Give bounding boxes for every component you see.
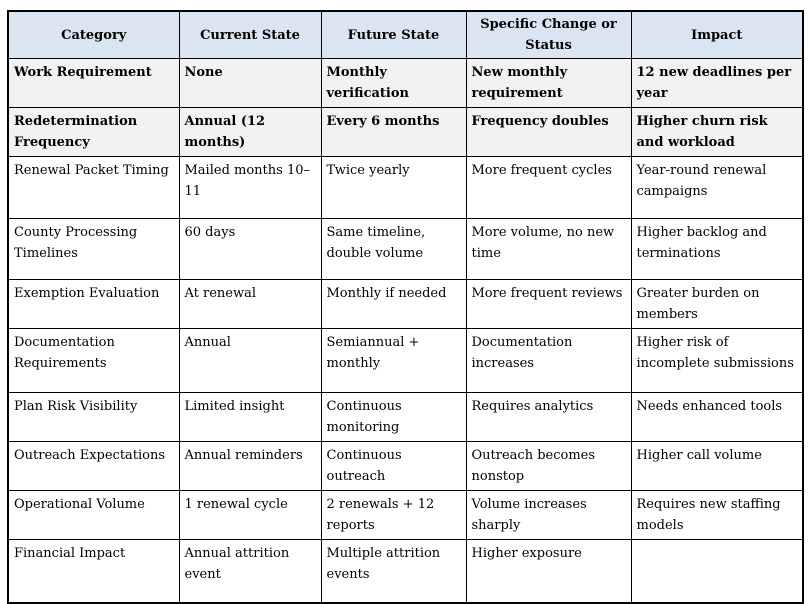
cell-current-state: 60 days	[178, 218, 322, 280]
cell-category: Plan Risk Visibility	[7, 392, 180, 442]
cell-category: Outreach Expectations	[7, 441, 180, 491]
cell-category: Redetermination Frequency	[7, 107, 180, 157]
cell-specific-change: More frequent reviews	[465, 279, 632, 329]
cell-category: Work Requirement	[7, 58, 180, 108]
cell-specific-change: New monthly requirement	[465, 58, 632, 108]
table-row-renewal-packet-timing: Renewal Packet Timing Mailed months 10–1…	[7, 156, 804, 219]
cell-category: Operational Volume	[7, 490, 180, 540]
table-row-redetermination-frequency: Redetermination Frequency Annual (12 mon…	[7, 107, 804, 157]
cell-impact: Higher risk of incomplete submissions	[630, 328, 804, 393]
table-row-exemption-evaluation: Exemption Evaluation At renewal Monthly …	[7, 279, 804, 329]
cell-category: Renewal Packet Timing	[7, 156, 180, 219]
cell-current-state: 1 renewal cycle	[178, 490, 322, 540]
cell-future-state: Twice yearly	[320, 156, 467, 219]
cell-specific-change: Higher exposure	[465, 539, 632, 603]
cell-future-state: Monthly verification	[320, 58, 467, 108]
header-cell-impact: Impact	[630, 10, 804, 59]
cell-impact: Greater burden on members	[630, 279, 804, 329]
cell-current-state: None	[178, 58, 322, 108]
table-row-financial-impact: Financial Impact Annual attrition event …	[7, 539, 804, 603]
cell-specific-change: Frequency doubles	[465, 107, 632, 157]
table-row-documentation-requirements: Documentation Requirements Annual Semian…	[7, 328, 804, 393]
cell-impact: Higher backlog and terminations	[630, 218, 804, 280]
cell-impact: Higher call volume	[630, 441, 804, 491]
cell-specific-change: More volume, no new time	[465, 218, 632, 280]
table-row-county-processing-timelines: County Processing Timelines 60 days Same…	[7, 218, 804, 280]
cell-category: Financial Impact	[7, 539, 180, 603]
header-cell-specific-change: Specific Change or Status	[465, 10, 632, 59]
cell-current-state: Limited insight	[178, 392, 322, 442]
cell-current-state: Annual	[178, 328, 322, 393]
cell-future-state: Semiannual + monthly	[320, 328, 467, 393]
cell-impact: Requires new staffing models	[630, 490, 804, 540]
cell-current-state: At renewal	[178, 279, 322, 329]
cell-future-state: 2 renewals + 12 reports	[320, 490, 467, 540]
table-row-plan-risk-visibility: Plan Risk Visibility Limited insight Con…	[7, 392, 804, 442]
cell-category: Exemption Evaluation	[7, 279, 180, 329]
cell-current-state: Mailed months 10–11	[178, 156, 322, 219]
header-cell-current-state: Current State	[178, 10, 322, 59]
cell-future-state: Same timeline, double volume	[320, 218, 467, 280]
cell-impact: Year-round renewal campaigns	[630, 156, 804, 219]
cell-current-state: Annual (12 months)	[178, 107, 322, 157]
cell-impact: 12 new deadlines per year	[630, 58, 804, 108]
cell-current-state: Annual attrition event	[178, 539, 322, 603]
cell-specific-change: Requires analytics	[465, 392, 632, 442]
table-row-operational-volume: Operational Volume 1 renewal cycle 2 ren…	[7, 490, 804, 540]
cell-future-state: Multiple attrition events	[320, 539, 467, 603]
cell-category: Documentation Requirements	[7, 328, 180, 393]
table-body: Work Requirement None Monthly verificati…	[7, 58, 804, 603]
header-cell-future-state: Future State	[320, 10, 467, 59]
cell-future-state: Continuous monitoring	[320, 392, 467, 442]
cell-specific-change: Documentation increases	[465, 328, 632, 393]
cell-impact: Needs enhanced tools	[630, 392, 804, 442]
table-row-work-requirement: Work Requirement None Monthly verificati…	[7, 58, 804, 108]
comparison-table: Category Current State Future State Spec…	[7, 10, 804, 604]
cell-specific-change: More frequent cycles	[465, 156, 632, 219]
cell-future-state: Every 6 months	[320, 107, 467, 157]
cell-specific-change: Outreach becomes nonstop	[465, 441, 632, 491]
table-row-outreach-expectations: Outreach Expectations Annual reminders C…	[7, 441, 804, 491]
cell-specific-change: Volume increases sharply	[465, 490, 632, 540]
cell-future-state: Monthly if needed	[320, 279, 467, 329]
header-cell-category: Category	[7, 10, 180, 59]
cell-current-state: Annual reminders	[178, 441, 322, 491]
header-row: Category Current State Future State Spec…	[7, 10, 804, 59]
cell-impact: Higher churn risk and workload	[630, 107, 804, 157]
table-header: Category Current State Future State Spec…	[7, 10, 804, 59]
cell-future-state: Continuous outreach	[320, 441, 467, 491]
cell-category: County Processing Timelines	[7, 218, 180, 280]
cell-impact	[630, 539, 804, 603]
